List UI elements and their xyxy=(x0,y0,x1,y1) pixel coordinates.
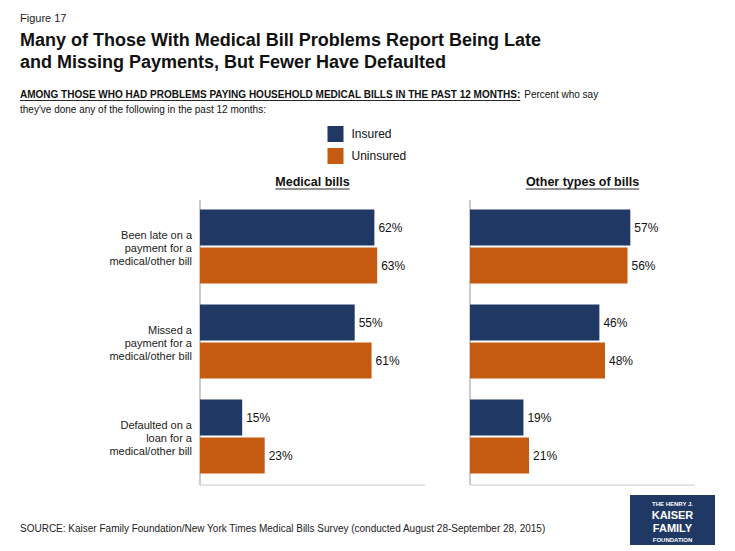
category-label: Been late on apayment for amedical/other… xyxy=(109,229,192,267)
bar xyxy=(200,305,355,341)
category-label-line: payment for a xyxy=(125,337,193,349)
bar xyxy=(470,210,630,246)
category-label-line: medical/other bill xyxy=(109,445,192,457)
legend-label: Insured xyxy=(352,127,392,141)
panel-title-underline xyxy=(526,189,639,190)
figure-label: Figure 17 xyxy=(20,12,66,24)
subtitle: AMONG THOSE WHO HAD PROBLEMS PAYING HOUS… xyxy=(20,89,520,100)
data-label: 15% xyxy=(246,411,270,425)
panel-title: Other types of bills xyxy=(526,175,639,189)
data-label: 61% xyxy=(376,354,400,368)
legend-swatch xyxy=(328,148,344,164)
title-line: Many of Those With Medical Bill Problems… xyxy=(20,30,541,50)
data-label: 55% xyxy=(359,316,383,330)
data-label: 19% xyxy=(527,411,551,425)
bar xyxy=(470,305,599,341)
subtitle: Percent who say xyxy=(524,89,598,100)
category-label-line: medical/other bill xyxy=(109,350,192,362)
bar xyxy=(470,400,523,436)
title-line: and Missing Payments, But Fewer Have Def… xyxy=(20,52,446,72)
data-label: 48% xyxy=(609,354,633,368)
category-label-line: loan for a xyxy=(146,432,193,444)
bar xyxy=(200,438,265,474)
title: Many of Those With Medical Bill Problems… xyxy=(20,30,541,72)
bars xyxy=(200,210,377,474)
source: SOURCE: Kaiser Family Foundation/New Yor… xyxy=(20,523,545,534)
category-label: Missed apayment for amedical/other bill xyxy=(109,324,192,362)
axis-line xyxy=(470,485,695,486)
category-label-line: Missed a xyxy=(148,324,193,336)
data-label: 57% xyxy=(634,221,658,235)
bar xyxy=(470,438,529,474)
bar xyxy=(470,248,628,284)
category-label-line: Defaulted on a xyxy=(120,419,192,431)
bar xyxy=(200,248,377,284)
data-label: 62% xyxy=(378,221,402,235)
category-label-line: Been late on a xyxy=(121,229,193,241)
panel: Other types of bills 57% 56% 46% 48% 19% 21% xyxy=(470,175,695,485)
legend-label: Uninsured xyxy=(352,149,407,163)
bar xyxy=(470,343,605,379)
legend-swatch xyxy=(328,126,344,142)
bar xyxy=(200,210,374,246)
bar xyxy=(200,400,242,436)
logo-text: KAISER xyxy=(652,509,694,521)
category-label-line: medical/other bill xyxy=(109,255,192,267)
data-labels: 57% 56% 46% 48% 19% 21% xyxy=(527,221,658,463)
bars xyxy=(470,210,630,474)
data-label: 21% xyxy=(533,449,557,463)
subtitle: they've done any of the following in the… xyxy=(20,104,266,115)
panel: Medical bills 62% 63% 55% 61% 15% 23% Been late… xyxy=(109,175,425,485)
logo-text: FOUNDATION xyxy=(653,537,693,543)
data-labels: 62% 63% 55% 61% 15% 23% xyxy=(246,221,405,463)
subtitle-underline xyxy=(20,100,520,101)
logo: THE HENRY J. KAISERFAMILY FOUNDATION xyxy=(630,495,715,545)
category-label-line: payment for a xyxy=(125,242,193,254)
chart-root: Figure 17 Many of Those With Medical Bill… xyxy=(0,0,735,551)
data-label: 56% xyxy=(632,259,656,273)
legend: Insured Uninsured xyxy=(328,126,407,164)
logo-text: FAMILY xyxy=(653,522,693,534)
panel-title-underline xyxy=(275,189,349,190)
category-label: Defaulted on aloan for amedical/other bi… xyxy=(109,419,192,457)
axis-line xyxy=(200,485,425,486)
data-label: 63% xyxy=(381,259,405,273)
data-label: 23% xyxy=(269,449,293,463)
logo-text: THE HENRY J. xyxy=(652,501,693,507)
bar xyxy=(200,343,372,379)
logo-box xyxy=(630,495,715,545)
panel-title: Medical bills xyxy=(275,175,349,189)
data-label: 46% xyxy=(603,316,627,330)
